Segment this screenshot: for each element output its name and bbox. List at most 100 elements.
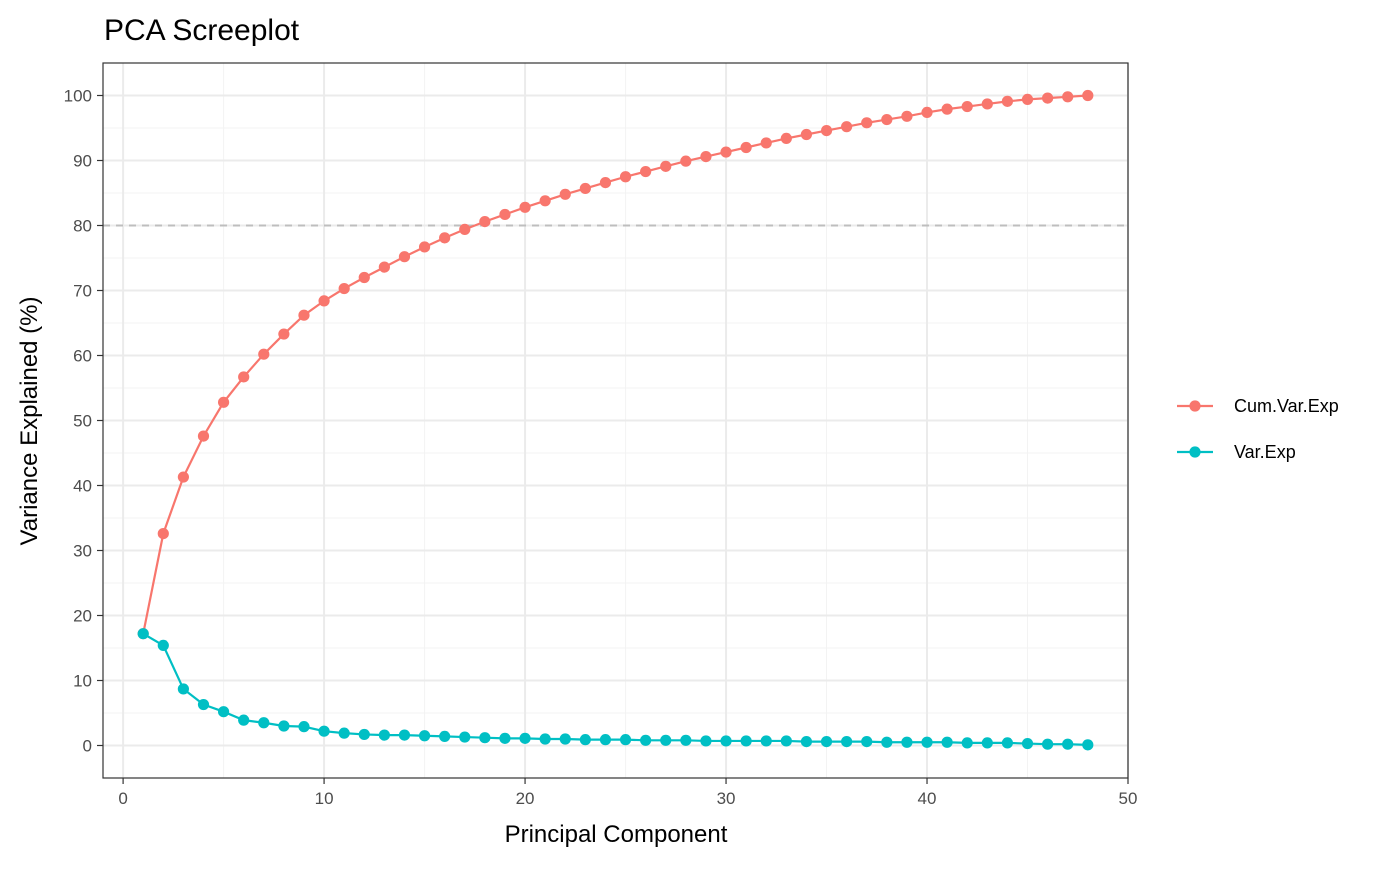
data-point-var-exp (941, 736, 953, 748)
data-point-cum-var-exp (358, 271, 370, 284)
data-point-var-exp (459, 731, 471, 743)
data-point-var-exp (479, 732, 491, 744)
data-point-cum-var-exp (680, 155, 692, 167)
x-tick-label: 0 (118, 789, 127, 808)
data-point-cum-var-exp (660, 160, 672, 172)
data-point-var-exp (881, 736, 893, 748)
data-point-var-exp (157, 639, 169, 652)
legend: Cum.Var.Exp Var.Exp (1177, 396, 1339, 462)
data-point-cum-var-exp (901, 110, 913, 122)
data-point-var-exp (800, 736, 813, 748)
data-point-cum-var-exp (579, 182, 591, 195)
data-point-cum-var-exp (298, 309, 310, 321)
grid-layer (103, 63, 1129, 778)
data-point-var-exp (700, 735, 712, 747)
y-tick-label: 30 (73, 542, 92, 561)
y-tick-label: 70 (73, 282, 92, 301)
data-point-cum-var-exp (258, 348, 270, 360)
data-point-var-exp (519, 732, 531, 744)
data-point-cum-var-exp (238, 371, 250, 383)
x-axis-title: Principal Component (505, 821, 728, 848)
data-point-var-exp (1082, 739, 1094, 751)
legend-key-point (1189, 400, 1201, 412)
data-point-cum-var-exp (981, 98, 993, 110)
data-point-cum-var-exp (720, 146, 732, 158)
series-var-exp (137, 628, 1094, 751)
legend-item-cum-var-exp: Cum.Var.Exp (1177, 396, 1339, 416)
data-point-cum-var-exp (700, 151, 712, 163)
data-point-cum-var-exp (197, 430, 210, 442)
data-point-cum-var-exp (619, 171, 632, 183)
legend-item-var-exp: Var.Exp (1177, 442, 1296, 462)
data-point-cum-var-exp (1042, 92, 1054, 104)
y-tick-label: 60 (73, 347, 92, 366)
data-point-var-exp (258, 717, 270, 729)
data-point-cum-var-exp (338, 282, 350, 295)
data-point-var-exp (720, 735, 732, 747)
data-point-cum-var-exp (961, 100, 973, 113)
data-point-var-exp (499, 732, 511, 744)
data-point-var-exp (640, 734, 652, 746)
data-point-var-exp (680, 734, 692, 746)
data-point-cum-var-exp (1062, 91, 1074, 103)
data-point-var-exp (217, 706, 230, 718)
data-point-cum-var-exp (398, 251, 411, 263)
data-point-var-exp (740, 735, 752, 747)
data-point-cum-var-exp (1082, 89, 1094, 102)
data-point-var-exp (1062, 738, 1074, 750)
data-point-var-exp (318, 725, 330, 737)
data-point-var-exp (961, 737, 973, 749)
y-tick-label: 50 (73, 412, 92, 431)
data-point-cum-var-exp (800, 128, 813, 141)
data-point-cum-var-exp (539, 195, 551, 207)
data-point-cum-var-exp (318, 295, 330, 307)
data-point-var-exp (660, 734, 672, 746)
data-point-cum-var-exp (760, 137, 772, 149)
data-point-cum-var-exp (459, 223, 471, 235)
data-point-var-exp (177, 683, 189, 695)
data-point-cum-var-exp (378, 261, 390, 273)
chart-title: PCA Screeplot (104, 14, 300, 47)
data-point-var-exp (398, 729, 411, 741)
data-point-cum-var-exp (1001, 95, 1014, 107)
data-point-var-exp (599, 734, 612, 746)
data-point-cum-var-exp (217, 396, 230, 408)
data-point-var-exp (358, 728, 370, 741)
data-point-cum-var-exp (640, 165, 652, 178)
series-line-cum-var-exp (142, 94, 1088, 634)
data-point-var-exp (1021, 737, 1034, 750)
data-point-var-exp (338, 727, 350, 739)
data-point-var-exp (197, 698, 210, 711)
data-point-cum-var-exp (820, 125, 833, 137)
data-point-var-exp (579, 734, 591, 746)
data-point-cum-var-exp (479, 216, 491, 228)
data-point-var-exp (439, 730, 451, 743)
data-point-cum-var-exp (519, 201, 531, 213)
legend-key-point (1189, 446, 1201, 458)
x-tick-label: 40 (918, 789, 937, 808)
data-point-cum-var-exp (740, 141, 752, 154)
data-point-cum-var-exp (861, 117, 873, 129)
y-tick-label: 100 (64, 87, 92, 106)
data-point-var-exp (137, 628, 149, 640)
x-tick-label: 20 (516, 789, 535, 808)
data-point-var-exp (619, 734, 632, 746)
data-point-var-exp (921, 736, 933, 748)
data-point-cum-var-exp (921, 106, 933, 118)
y-tick-label: 40 (73, 477, 92, 496)
data-point-var-exp (378, 729, 390, 741)
data-point-var-exp (780, 735, 792, 747)
data-point-var-exp (901, 736, 913, 748)
series-cum-var-exp (137, 89, 1094, 640)
y-tick-label: 10 (73, 672, 92, 691)
data-point-var-exp (760, 735, 772, 747)
data-point-cum-var-exp (599, 177, 612, 189)
data-point-cum-var-exp (1021, 93, 1034, 105)
data-point-var-exp (559, 733, 571, 745)
axis-layer: 0 10 20 30 40 50 0 10 20 30 40 50 60 70 80 90 100 (64, 87, 1138, 809)
series-layer (137, 89, 1094, 751)
data-point-var-exp (238, 714, 250, 726)
data-point-var-exp (981, 737, 993, 749)
